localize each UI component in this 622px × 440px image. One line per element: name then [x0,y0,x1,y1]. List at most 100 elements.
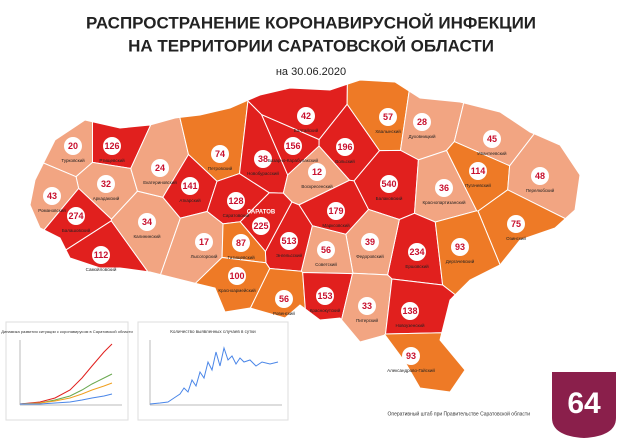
case-count: 45 [487,134,497,144]
case-count: 56 [321,245,331,255]
case-bubble [327,202,345,220]
date: на 30.06.2020 [276,66,346,78]
case-count: 128 [228,196,243,206]
case-count: 56 [279,294,289,304]
case-bubble [336,138,354,156]
case-count: 34 [142,217,152,227]
title: РАСПРОСТРАНЕНИЕ КОРОНАВИРУСНОЙ ИНФЕКЦИИ [86,13,536,32]
case-bubble [435,179,453,197]
case-bubble [151,159,169,177]
case-bubble [67,207,85,225]
chart-title: Динамика развития ситуации с коронавирус… [1,329,132,334]
case-count: 126 [104,141,119,151]
case-bubble [252,217,270,235]
region-name: Краснокутский [310,307,341,313]
case-count: 28 [417,117,427,127]
case-bubble [97,175,115,193]
case-count: 87 [236,238,246,248]
case-count: 112 [94,250,109,260]
dynamics-chart: Динамика развития ситуации с коронавирус… [1,321,133,421]
region-name: Марксовский [322,222,350,228]
case-bubble [316,287,334,305]
case-count: 36 [439,183,449,193]
region-name: Краснопартизанский [422,199,466,205]
chart-frame [137,321,289,421]
case-bubble [358,297,376,315]
case-count: 32 [101,179,111,189]
case-count: 48 [535,171,545,181]
case-count: 274 [68,211,83,221]
region-name: Лысогорский [191,253,218,259]
case-count: 540 [381,179,396,189]
case-bubble [317,241,335,259]
case-count: 42 [301,111,311,121]
footer: Оперативный штаб при Правительстве Сарат… [387,410,530,417]
region-name: Советский [315,261,337,267]
case-bubble [64,137,82,155]
case-count: 38 [258,154,268,164]
case-count: 153 [317,291,332,301]
case-bubble [380,175,398,193]
region-name: САРАТОВ [247,210,276,216]
case-bubble [451,238,469,256]
case-count: 179 [328,206,343,216]
case-count: 74 [215,149,225,159]
case-count: 225 [253,221,268,231]
case-bubble [379,108,397,126]
region-name: Ртищевский [99,157,125,163]
region-name: Аткарский [179,197,201,203]
logo-text: 64 [567,387,601,420]
region-name: Татищевский [227,254,255,260]
case-bubble [507,215,525,233]
map [29,79,581,393]
case-bubble [228,267,246,285]
case-count: 12 [312,167,322,177]
region-name: Базарно-Карабулакский [268,157,319,163]
region-name: Федоровский [356,253,384,259]
case-bubble [483,130,501,148]
case-bubble [308,163,326,181]
case-count: 24 [155,163,165,173]
region-name: Романовский [38,207,66,213]
case-bubble [361,233,379,251]
region-name: Перелюбский [526,187,555,193]
region-name: Новобурасский [247,170,279,176]
case-bubble [138,213,156,231]
case-count: 93 [406,351,416,361]
case-bubble [195,233,213,251]
case-bubble [211,145,229,163]
case-count: 20 [68,141,78,151]
case-bubble [401,302,419,320]
case-bubble [254,150,272,168]
case-bubble [92,246,110,264]
region-name: Вольский [335,158,355,164]
region-name: Петровский [208,165,233,171]
case-bubble [232,234,250,252]
case-count: 43 [47,191,57,201]
title: НА ТЕРРИТОРИИ САРАТОВСКОЙ ОБЛАСТИ [128,36,494,55]
case-bubble [103,137,121,155]
case-bubble [531,167,549,185]
trend-line [20,393,113,405]
case-count: 93 [455,242,465,252]
case-count: 17 [199,237,209,247]
case-bubble [297,107,315,125]
region-name: Новоузенский [395,322,425,328]
region-name: Энгельсский [276,252,303,258]
region-name: Самойловский [86,266,117,272]
map-labels: 20 Турковский 126 Ртищевский 32 Аркадакский 43… [38,107,555,373]
region-name: Ровенский [273,310,295,316]
daily-line [149,346,279,405]
region-name: Воскресенский [301,183,333,189]
region-name: Балаковский [376,195,403,201]
region-name: Аркадакский [93,195,120,201]
case-count: 75 [511,219,521,229]
trend-line [19,343,113,405]
region-name: Озинский [506,235,526,241]
daily-chart: Количество выявленных случаев в сутки [137,321,289,421]
case-count: 234 [409,247,424,257]
region-name: Ершовский [405,263,429,269]
case-count: 156 [285,141,300,151]
region-name: Екатериновский [143,179,177,185]
